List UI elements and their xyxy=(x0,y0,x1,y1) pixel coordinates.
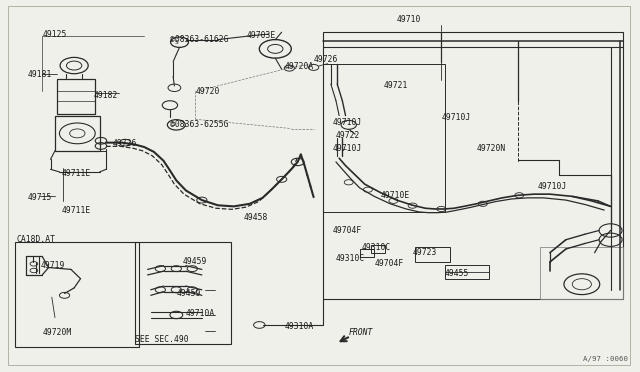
Bar xyxy=(540,247,623,299)
Text: 49710J: 49710J xyxy=(333,119,362,128)
Text: 49704F: 49704F xyxy=(374,259,404,268)
Text: 49723: 49723 xyxy=(413,248,437,257)
Bar xyxy=(371,245,385,253)
Text: 49722: 49722 xyxy=(336,131,360,141)
Text: 49720: 49720 xyxy=(195,87,220,96)
Text: 49711E: 49711E xyxy=(61,206,91,215)
Text: 49182: 49182 xyxy=(93,91,118,100)
Text: ©08363-6255G: ©08363-6255G xyxy=(170,121,228,129)
Text: 49710J: 49710J xyxy=(333,144,362,153)
Text: 49310C: 49310C xyxy=(336,254,365,263)
Text: 49721: 49721 xyxy=(384,81,408,90)
Text: 49459: 49459 xyxy=(182,257,207,266)
Text: 49710J: 49710J xyxy=(442,113,470,122)
Text: 49458: 49458 xyxy=(243,213,268,222)
Text: 49455: 49455 xyxy=(445,269,469,278)
Text: 49710A: 49710A xyxy=(186,310,215,318)
Bar xyxy=(55,116,100,151)
Text: FRONT: FRONT xyxy=(349,328,373,337)
Bar xyxy=(323,64,445,212)
Text: 49310A: 49310A xyxy=(285,322,314,331)
Text: 49720M: 49720M xyxy=(42,328,72,337)
Text: SEE SEC.490: SEE SEC.490 xyxy=(135,335,188,344)
Bar xyxy=(15,241,140,347)
Text: 49710E: 49710E xyxy=(381,191,410,200)
Text: 49720A: 49720A xyxy=(285,62,314,71)
Bar xyxy=(135,241,230,343)
Bar xyxy=(57,78,95,114)
Bar xyxy=(445,264,489,279)
Text: 49710: 49710 xyxy=(397,15,421,24)
Bar xyxy=(360,249,374,257)
Text: S: S xyxy=(174,40,178,45)
Text: 49459: 49459 xyxy=(176,289,201,298)
Bar xyxy=(415,247,450,262)
Text: 49704F: 49704F xyxy=(333,226,362,235)
Text: 49726: 49726 xyxy=(113,139,137,148)
Text: 49181: 49181 xyxy=(28,70,52,79)
Text: 49719: 49719 xyxy=(40,261,65,270)
Text: 49726: 49726 xyxy=(314,55,338,64)
Text: 49703E: 49703E xyxy=(246,31,276,41)
Bar xyxy=(323,32,623,299)
Text: S: S xyxy=(172,122,175,127)
Text: 49720N: 49720N xyxy=(476,144,506,153)
Text: 49715: 49715 xyxy=(28,193,52,202)
Text: 49310C: 49310C xyxy=(362,243,391,251)
Text: A/97 :0060: A/97 :0060 xyxy=(583,356,628,362)
Text: CA18D.AT: CA18D.AT xyxy=(16,235,55,244)
Text: ©08363-6162G: ©08363-6162G xyxy=(170,35,228,44)
Text: 49710J: 49710J xyxy=(537,182,566,190)
Text: 49711E: 49711E xyxy=(61,169,91,177)
Text: 49125: 49125 xyxy=(42,29,67,39)
